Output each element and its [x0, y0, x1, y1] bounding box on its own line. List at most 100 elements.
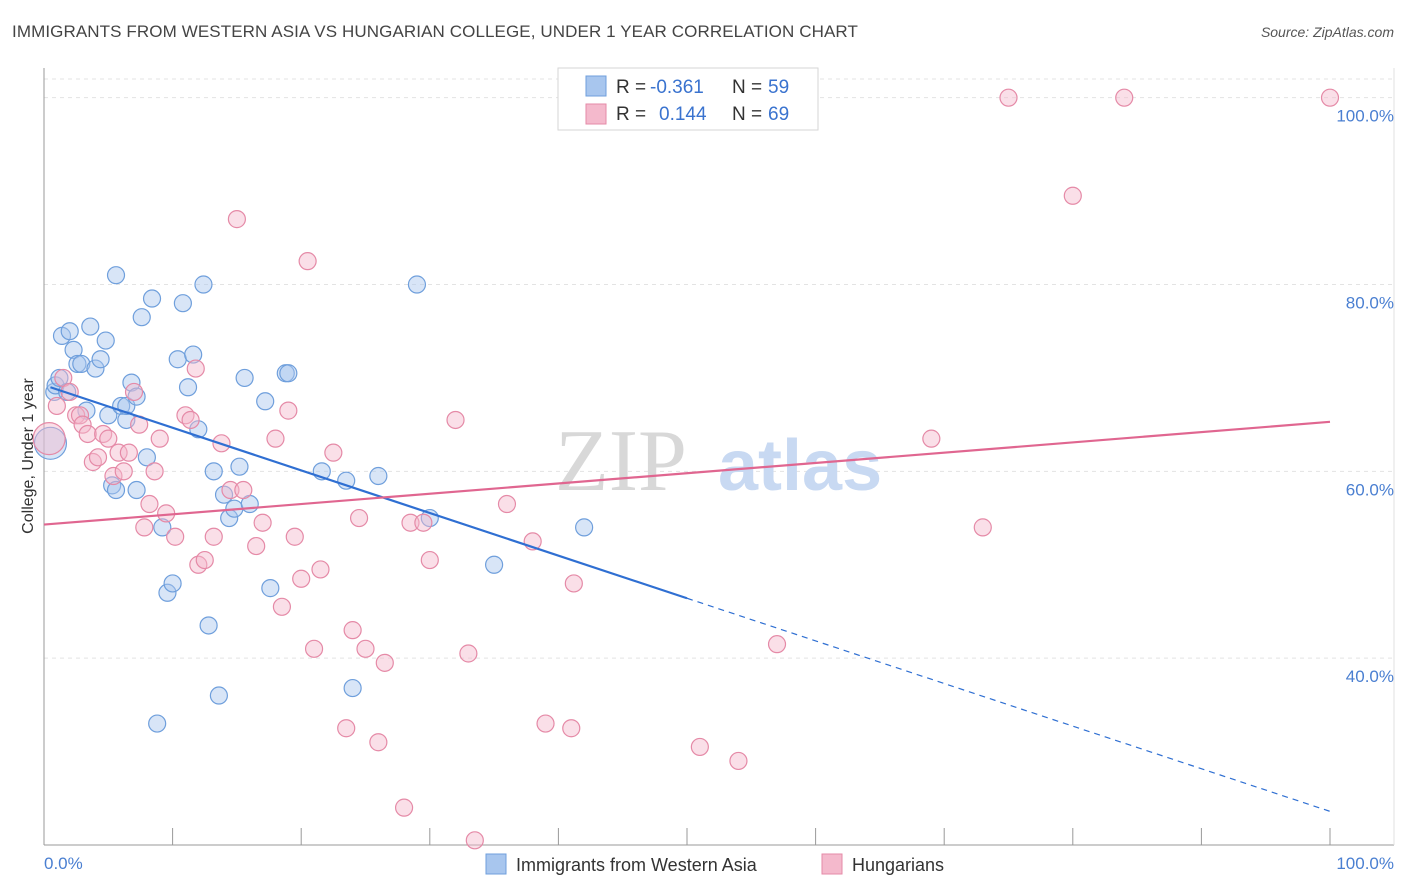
- western-asia-point: [279, 364, 298, 383]
- western-asia-point: [68, 354, 87, 374]
- bottom-legend-label-hungarians: Hungarians: [852, 855, 944, 875]
- hungarians-point: [446, 410, 465, 430]
- hungarians-point: [324, 443, 343, 462]
- series-western-asia-points: [33, 266, 594, 733]
- x-ticks: [43, 828, 1331, 845]
- hungarians-point: [73, 415, 92, 434]
- western-asia-point: [194, 275, 213, 294]
- hungarians-point: [343, 621, 362, 640]
- hungarians-point: [369, 733, 388, 752]
- western-asia-point: [575, 518, 594, 537]
- western-asia-point: [86, 359, 105, 378]
- bottom-legend-swatch-hungarians: [821, 853, 843, 875]
- western-asia-point: [209, 686, 228, 705]
- bottom-legend-label-western-asia: Immigrants from Western Asia: [516, 855, 758, 875]
- western-asia-point: [91, 350, 110, 369]
- western-asia-point: [407, 275, 427, 294]
- hungarians-point: [247, 536, 266, 556]
- hungarians-point: [279, 401, 298, 420]
- hungarians-point: [78, 424, 97, 444]
- hungarians-point: [562, 719, 581, 738]
- western-asia-point: [168, 350, 187, 369]
- legend-r-label-2: R =: [616, 104, 646, 125]
- hungarians-point: [922, 429, 941, 448]
- hungarians-point: [47, 396, 66, 416]
- western-asia-point: [163, 574, 182, 593]
- series-legend: Immigrants from Western Asia Hungarians: [485, 853, 944, 875]
- source-label: Source: ZipAtlas.com: [1260, 24, 1394, 40]
- watermark-atlas: atlas: [718, 426, 882, 506]
- hungarians-point: [356, 639, 375, 658]
- chart-title: IMMIGRANTS FROM WESTERN ASIA VS HUNGARIA…: [12, 22, 858, 41]
- western-asia-point: [106, 480, 126, 500]
- western-asia-point: [127, 480, 146, 500]
- y-tick-labels: 40.0% 60.0% 80.0% 100.0%: [1336, 107, 1394, 686]
- legend-r-value-1: -0.361: [650, 77, 704, 98]
- trend-lines: [43, 386, 1331, 812]
- hungarians-trend-line: [43, 420, 1331, 526]
- x-tick-label-min: 0.0%: [44, 854, 83, 873]
- hungarians-point: [266, 429, 285, 448]
- legend-n-value-2: 69: [768, 104, 789, 125]
- correlation-legend: R = -0.361 N = 59 R = 0.144 N = 69: [557, 67, 819, 131]
- western-asia-trend-line: [50, 386, 688, 600]
- western-asia-point: [199, 616, 218, 635]
- legend-swatch-hungarians: [585, 103, 607, 125]
- hungarians-point: [459, 644, 478, 663]
- western-asia-point: [158, 583, 177, 602]
- western-asia-point: [72, 354, 91, 374]
- hungarians-point: [227, 210, 246, 229]
- western-asia-point: [81, 317, 100, 336]
- legend-n-value-1: 59: [768, 77, 789, 98]
- hungarians-point: [375, 653, 394, 672]
- hungarians-point: [204, 527, 223, 546]
- hungarians-point: [298, 252, 317, 271]
- hungarians-point: [181, 410, 200, 430]
- hungarians-point: [109, 443, 128, 462]
- western-asia-point: [343, 678, 362, 698]
- hungarians-point: [114, 462, 133, 481]
- legend-n-label-2: N =: [732, 104, 762, 125]
- hungarians-point: [337, 719, 356, 738]
- hungarians-point: [104, 466, 123, 486]
- hungarians-point: [401, 513, 420, 532]
- hungarians-point: [729, 751, 748, 771]
- hungarians-point: [186, 359, 205, 378]
- western-asia-point: [235, 368, 254, 388]
- legend-r-label-1: R =: [616, 77, 646, 98]
- grid-lines: [44, 78, 1394, 659]
- western-asia-point: [142, 289, 162, 308]
- western-asia-point: [106, 266, 126, 285]
- hungarians-point: [195, 550, 214, 570]
- hungarians-point: [221, 480, 240, 500]
- western-asia-point: [148, 714, 167, 733]
- hungarians-point: [465, 831, 484, 850]
- hungarians-point: [1320, 88, 1340, 107]
- hungarians-point: [973, 518, 992, 537]
- hungarians-point: [536, 714, 555, 733]
- hungarians-point: [272, 597, 292, 616]
- hungarians-point: [150, 429, 169, 448]
- western-asia-point: [204, 462, 223, 481]
- western-asia-point: [64, 340, 83, 360]
- axes: [43, 68, 1395, 846]
- bottom-legend-swatch-western-asia: [485, 853, 507, 875]
- western-asia-point: [230, 457, 249, 476]
- western-asia-trend-line-extrapolated: [686, 597, 1331, 812]
- y-axis-label: College, Under 1 year: [20, 378, 37, 534]
- hungarians-point: [1115, 88, 1134, 107]
- hungarians-point: [564, 574, 583, 593]
- western-asia-point: [369, 466, 388, 486]
- hungarians-point: [304, 639, 324, 658]
- y-tick-label-100: 100.0%: [1336, 107, 1394, 126]
- western-asia-point: [132, 308, 151, 327]
- western-asia-point: [153, 518, 172, 537]
- hungarians-point: [285, 527, 304, 546]
- hungarians-point: [414, 513, 433, 532]
- y-tick-label-60: 60.0%: [1346, 480, 1394, 499]
- watermark: ZIP atlas: [555, 413, 882, 510]
- hungarians-point: [99, 429, 118, 448]
- hungarians-point: [292, 569, 311, 588]
- x-tick-label-max: 100.0%: [1336, 854, 1394, 873]
- hungarians-point: [311, 560, 330, 579]
